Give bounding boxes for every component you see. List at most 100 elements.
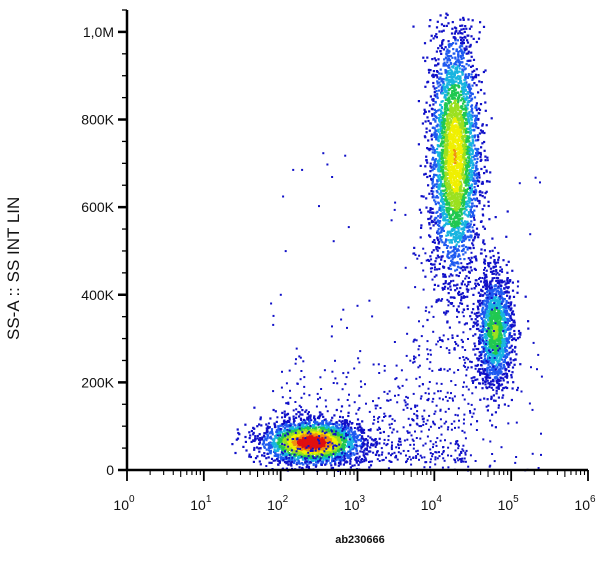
data-point: [436, 147, 439, 151]
data-point: [283, 446, 286, 449]
data-point: [457, 53, 460, 56]
data-point: [447, 51, 450, 54]
data-point: [462, 253, 465, 256]
data-point: [446, 76, 449, 79]
data-point: [475, 259, 478, 262]
data-point: [425, 131, 428, 134]
data-point: [443, 205, 446, 208]
data-point: [338, 453, 341, 456]
data-point: [279, 431, 282, 434]
data-point: [440, 208, 443, 211]
data-point: [269, 441, 272, 444]
data-point: [432, 73, 435, 76]
data-point: [303, 428, 306, 431]
data-point: [339, 426, 343, 429]
data-point: [279, 453, 282, 456]
data-point: [436, 95, 439, 98]
data-point: [467, 59, 470, 62]
data-point: [442, 273, 445, 276]
data-point: [281, 438, 284, 441]
data-point: [365, 447, 368, 450]
data-point: [438, 155, 441, 158]
data-point: [462, 95, 465, 98]
data-point: [303, 439, 306, 442]
data-point: [458, 106, 461, 109]
data-point: [462, 102, 465, 105]
data-point: [436, 191, 439, 194]
data-point: [469, 266, 472, 269]
data-point: [448, 112, 451, 115]
data-point: [327, 457, 331, 460]
data-point: [317, 445, 320, 449]
data-point: [343, 430, 347, 433]
data-point: [331, 416, 334, 419]
data-point: [466, 235, 469, 238]
data-point: [433, 239, 436, 242]
data-point: [465, 95, 468, 98]
data-point: [345, 438, 348, 441]
data-point: [429, 39, 432, 42]
data-point: [306, 416, 309, 419]
data-point: [470, 51, 473, 54]
data-point: [301, 422, 304, 425]
data-point: [274, 435, 277, 438]
data-point: [358, 434, 361, 437]
data-point: [446, 138, 449, 141]
data-point: [315, 438, 318, 441]
data-point: [461, 40, 464, 43]
data-point: [445, 311, 448, 314]
data-point: [487, 204, 490, 208]
data-point: [459, 99, 462, 102]
data-point: [280, 439, 283, 442]
data-point: [314, 444, 317, 447]
data-point: [434, 217, 437, 220]
data-point: [312, 429, 315, 432]
data-point: [464, 192, 468, 195]
data-point: [441, 156, 444, 159]
data-point: [273, 448, 276, 451]
data-point: [349, 457, 352, 460]
data-point: [314, 459, 317, 462]
data-point: [429, 227, 432, 230]
data-point: [449, 207, 452, 210]
data-point: [459, 218, 462, 221]
data-point: [445, 89, 448, 92]
data-point: [284, 454, 287, 457]
data-point: [452, 143, 455, 146]
data-point: [466, 248, 469, 251]
data-point: [469, 159, 472, 162]
data-point: [475, 154, 478, 158]
data-point: [440, 80, 443, 83]
data-point: [467, 101, 471, 104]
data-point: [447, 212, 450, 215]
data-point: [457, 217, 460, 220]
data-point: [285, 467, 288, 470]
data-point: [284, 444, 288, 447]
data-point: [343, 443, 346, 446]
data-point: [275, 454, 278, 457]
data-point: [302, 429, 305, 432]
data-point: [473, 214, 476, 217]
data-point: [259, 463, 262, 466]
data-point: [432, 175, 435, 179]
data-point: [447, 292, 450, 295]
data-point: [248, 437, 251, 440]
data-point: [281, 411, 284, 414]
data-point: [327, 439, 330, 442]
data-point: [449, 101, 452, 104]
data-point: [435, 268, 439, 271]
data-point: [475, 123, 478, 126]
data-point: [322, 427, 325, 430]
data-point: [443, 167, 446, 170]
data-point: [459, 286, 462, 290]
data-point: [443, 242, 446, 245]
data-point: [464, 113, 467, 116]
data-point: [474, 199, 477, 202]
data-point: [464, 251, 467, 254]
data-point: [350, 426, 353, 429]
data-point: [334, 463, 337, 466]
data-point: [435, 115, 438, 119]
data-point: [277, 438, 280, 441]
data-point: [320, 460, 323, 463]
